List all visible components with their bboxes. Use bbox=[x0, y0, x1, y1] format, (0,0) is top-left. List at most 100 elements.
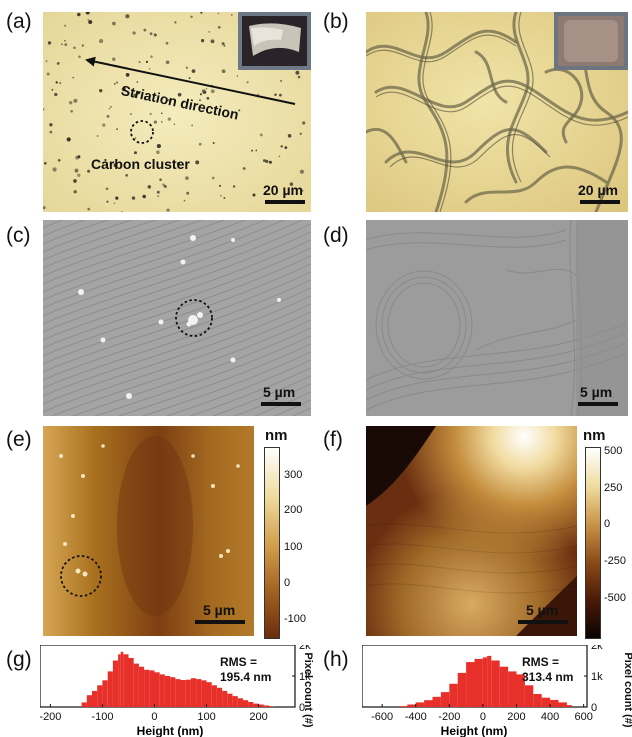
carbon-particle bbox=[142, 194, 146, 199]
histogram-bar bbox=[185, 679, 191, 707]
carbon-particle bbox=[52, 167, 57, 172]
carbon-particle bbox=[176, 162, 180, 166]
carbon-particle bbox=[110, 105, 112, 108]
carbon-particle bbox=[177, 92, 182, 97]
carbon-particle bbox=[212, 142, 215, 144]
panel-label-d: (d) bbox=[323, 224, 349, 247]
carbon-particle bbox=[64, 43, 68, 46]
histogram-bar bbox=[566, 705, 572, 707]
y-tick-label: 0 bbox=[591, 702, 597, 714]
carbon-particle bbox=[46, 72, 50, 76]
striation-line bbox=[43, 239, 311, 341]
carbon-particle bbox=[159, 178, 162, 182]
carbon-particle bbox=[138, 61, 141, 64]
carbon-particle bbox=[230, 14, 233, 16]
histogram-bar bbox=[424, 700, 433, 707]
scale-bar-a bbox=[265, 200, 305, 204]
carbon-particle bbox=[238, 109, 241, 112]
x-tick-label: -200 bbox=[40, 711, 61, 723]
carbon-particle bbox=[145, 60, 149, 64]
histogram-bar bbox=[415, 702, 425, 707]
carbon-particle bbox=[156, 150, 160, 154]
striation-line bbox=[43, 303, 311, 405]
carbon-particle bbox=[130, 113, 132, 115]
histogram-bar bbox=[550, 699, 559, 707]
carbon-particle bbox=[251, 149, 254, 152]
colorbar-e-tick: 300 bbox=[284, 469, 303, 481]
striation-line bbox=[43, 223, 311, 325]
carbon-particle bbox=[274, 93, 277, 97]
scale-text-e: 5 µm bbox=[203, 602, 236, 618]
carbon-particle bbox=[115, 196, 119, 200]
carbon-particle bbox=[223, 44, 226, 47]
carbon-particle bbox=[73, 98, 78, 103]
carbon-particle bbox=[242, 167, 246, 170]
striation-line bbox=[233, 383, 311, 416]
carbon-particle bbox=[87, 207, 91, 211]
scale-bar-e bbox=[195, 620, 245, 624]
carbon-particle bbox=[87, 169, 91, 173]
striation-line bbox=[117, 343, 311, 416]
histogram-g: -200 -100 0 100 200 0 1k 2k Height (nm) bbox=[40, 645, 311, 737]
carbon-particle bbox=[134, 137, 137, 139]
colorbar-f-tick: 500 bbox=[604, 445, 623, 457]
carbon-particle bbox=[81, 44, 84, 47]
carbon-particle bbox=[49, 130, 53, 134]
carbon-particle bbox=[43, 161, 47, 165]
striation-line bbox=[43, 220, 133, 253]
colorbar-f-tick: 0 bbox=[604, 518, 611, 530]
carbon-particle bbox=[186, 191, 190, 195]
histogram-bar bbox=[457, 672, 467, 707]
striation-line bbox=[43, 220, 267, 301]
histogram-bar bbox=[449, 683, 458, 708]
carbon-particle bbox=[99, 39, 104, 44]
rms-h-value: 313.4 nm bbox=[522, 670, 574, 684]
striation-line bbox=[43, 220, 157, 261]
y-tick-label: 0 bbox=[299, 702, 305, 714]
panel-label-e: (e) bbox=[6, 428, 32, 451]
panel-a-micrograph: Striation direction Carbon cluster 20 µm bbox=[43, 12, 311, 212]
panel-label-h: (h) bbox=[323, 648, 349, 671]
carbon-particle bbox=[149, 112, 152, 116]
striation-line bbox=[43, 220, 86, 237]
carbon-particle bbox=[106, 114, 110, 118]
panel-label-b: (b) bbox=[323, 10, 349, 33]
carbon-particle bbox=[167, 117, 171, 121]
carbon-particle bbox=[279, 93, 282, 97]
carbon-particle bbox=[108, 107, 111, 110]
histogram-bar bbox=[516, 674, 525, 707]
y-tick-label: 2k bbox=[591, 645, 603, 652]
striation-line bbox=[253, 391, 311, 416]
histogram-bar bbox=[491, 660, 500, 707]
histogram-bar bbox=[92, 690, 98, 707]
x-tick-label: 0 bbox=[151, 711, 157, 723]
carbon-particle bbox=[105, 187, 109, 191]
carbon-particle bbox=[259, 133, 263, 137]
scale-text-d: 5 µm bbox=[580, 384, 613, 400]
carbon-particle bbox=[49, 123, 53, 127]
carbon-particle bbox=[47, 41, 52, 45]
x-tick-label: -400 bbox=[405, 711, 427, 723]
striation-line bbox=[43, 295, 311, 397]
carbon-particle bbox=[185, 66, 189, 69]
striation-line bbox=[43, 287, 311, 389]
carbon-particle bbox=[68, 100, 73, 105]
histogram-ylabel-wrap-g: Pixel count (#) bbox=[300, 648, 314, 734]
carbon-particle bbox=[104, 158, 107, 162]
histogram-bar bbox=[107, 671, 113, 707]
colorbar-e-tick: 0 bbox=[284, 577, 291, 589]
carbon-particle bbox=[299, 132, 302, 135]
histogram-bar bbox=[508, 671, 517, 707]
striation-line bbox=[165, 359, 311, 416]
carbon-particle bbox=[113, 163, 118, 168]
carbon-particle bbox=[265, 159, 269, 164]
carbon-particle bbox=[73, 179, 77, 183]
carbon-particle bbox=[232, 185, 236, 188]
carbon-particle bbox=[57, 158, 61, 162]
carbon-particle bbox=[64, 24, 67, 27]
carbon-particle bbox=[136, 81, 139, 83]
striation-line bbox=[43, 220, 204, 277]
carbon-particle bbox=[221, 42, 225, 46]
histogram-bar bbox=[237, 698, 243, 707]
carbon-particle bbox=[85, 12, 90, 15]
